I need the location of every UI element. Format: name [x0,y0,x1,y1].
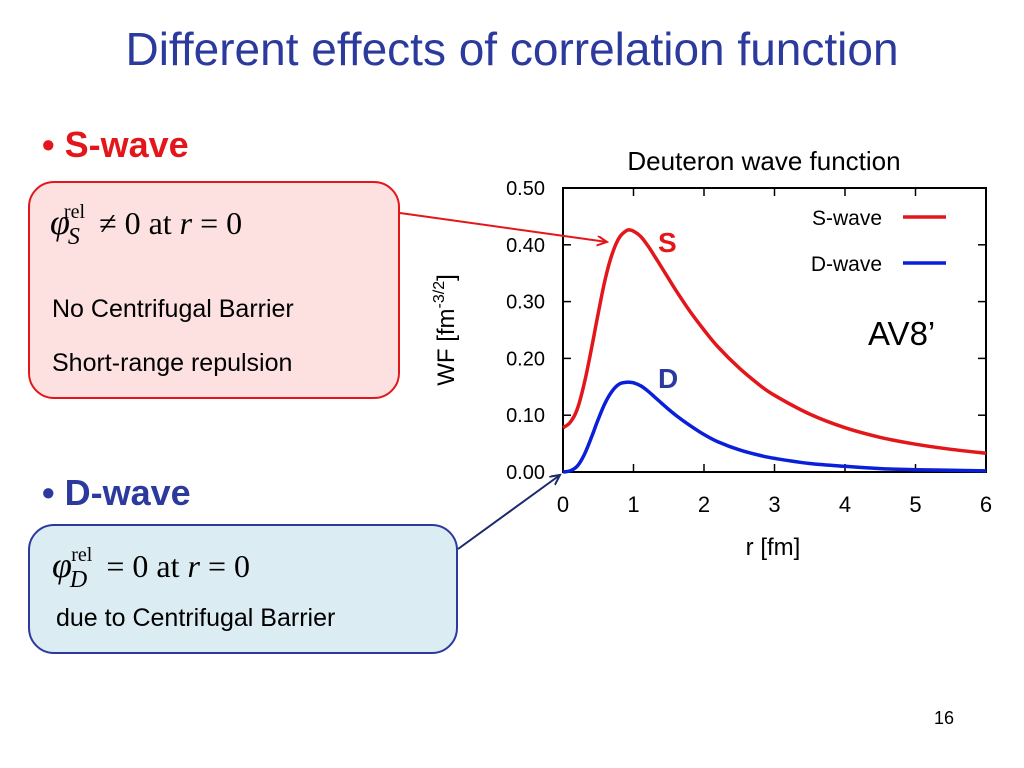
d-wave-box: φDrel = 0 at r = 0 due to Centrifugal Bar… [28,524,458,654]
formula-subscript: D [69,567,88,593]
x-tick-label: 4 [839,492,851,517]
series-line-s-wave [561,228,987,456]
s-wave-box: φSrel ≠ 0 at r = 0 No Centrifugal Barrier… [28,181,400,399]
formula-subscript: S [67,224,80,250]
x-axis-label: r [fm] [746,534,801,561]
bullet-dot: • [42,124,55,165]
d-wave-arrow [457,475,560,550]
y-tick-label: 0.50 [506,178,545,200]
bullet-dot: • [42,472,55,513]
x-tick-label: 0 [557,492,569,517]
plot-frame [562,187,987,473]
phi-symbol: φ [50,202,70,242]
formula-superscript: rel [71,544,93,566]
y-axis-label: WF [fm-3/2] [431,274,460,386]
x-tick-label: 1 [627,492,639,517]
s-wave-formula: φSrel ≠ 0 at r = 0 [50,201,243,250]
y-tick-label: 0.10 [506,405,545,427]
formula-rhs: = 0 [192,205,243,241]
d-wave-line-1: due to Centrifugal Barrier [56,604,336,632]
d-wave-heading: D-wave [64,472,191,513]
s-wave-bullet: • S-wave [42,124,189,166]
x-tick-label: 3 [768,492,780,517]
s-wave-line-2: Short-range repulsion [52,349,293,377]
x-tick-label: 6 [980,492,992,517]
s-wave-line-1: No Centrifugal Barrier [52,295,294,323]
formula-relation: ≠ 0 at [99,205,180,241]
d-curve-label: D [658,363,678,394]
s-curve-label: S [658,227,677,258]
formula-variable: r [179,205,193,241]
legend-label-s-wave: S-wave [812,207,882,230]
formula-relation: = 0 at [106,548,188,584]
legend-label-d-wave: D-wave [811,253,882,276]
y-tick-label: 0.40 [506,235,545,257]
page-number: 16 [934,708,955,728]
d-wave-bullet: • D-wave [42,472,191,514]
series-line-d-wave [562,380,987,474]
x-tick-label: 5 [909,492,921,517]
slide-title: Different effects of correlation functio… [125,23,899,75]
s-wave-heading: S-wave [64,124,189,165]
x-tick-label: 2 [698,492,710,517]
y-tick-label: 0.20 [506,348,545,370]
formula-rhs: = 0 [199,548,250,584]
s-wave-arrow [399,212,607,242]
d-wave-formula: φDrel = 0 at r = 0 [52,544,250,593]
formula-superscript: rel [63,201,86,223]
y-tick-label: 0.00 [506,462,545,484]
y-tick-label: 0.30 [506,292,545,314]
phi-symbol: φ [52,545,72,585]
formula-variable: r [187,548,200,584]
chart-title: Deuteron wave function [627,146,900,176]
annotation-av8: AV8’ [868,315,935,352]
